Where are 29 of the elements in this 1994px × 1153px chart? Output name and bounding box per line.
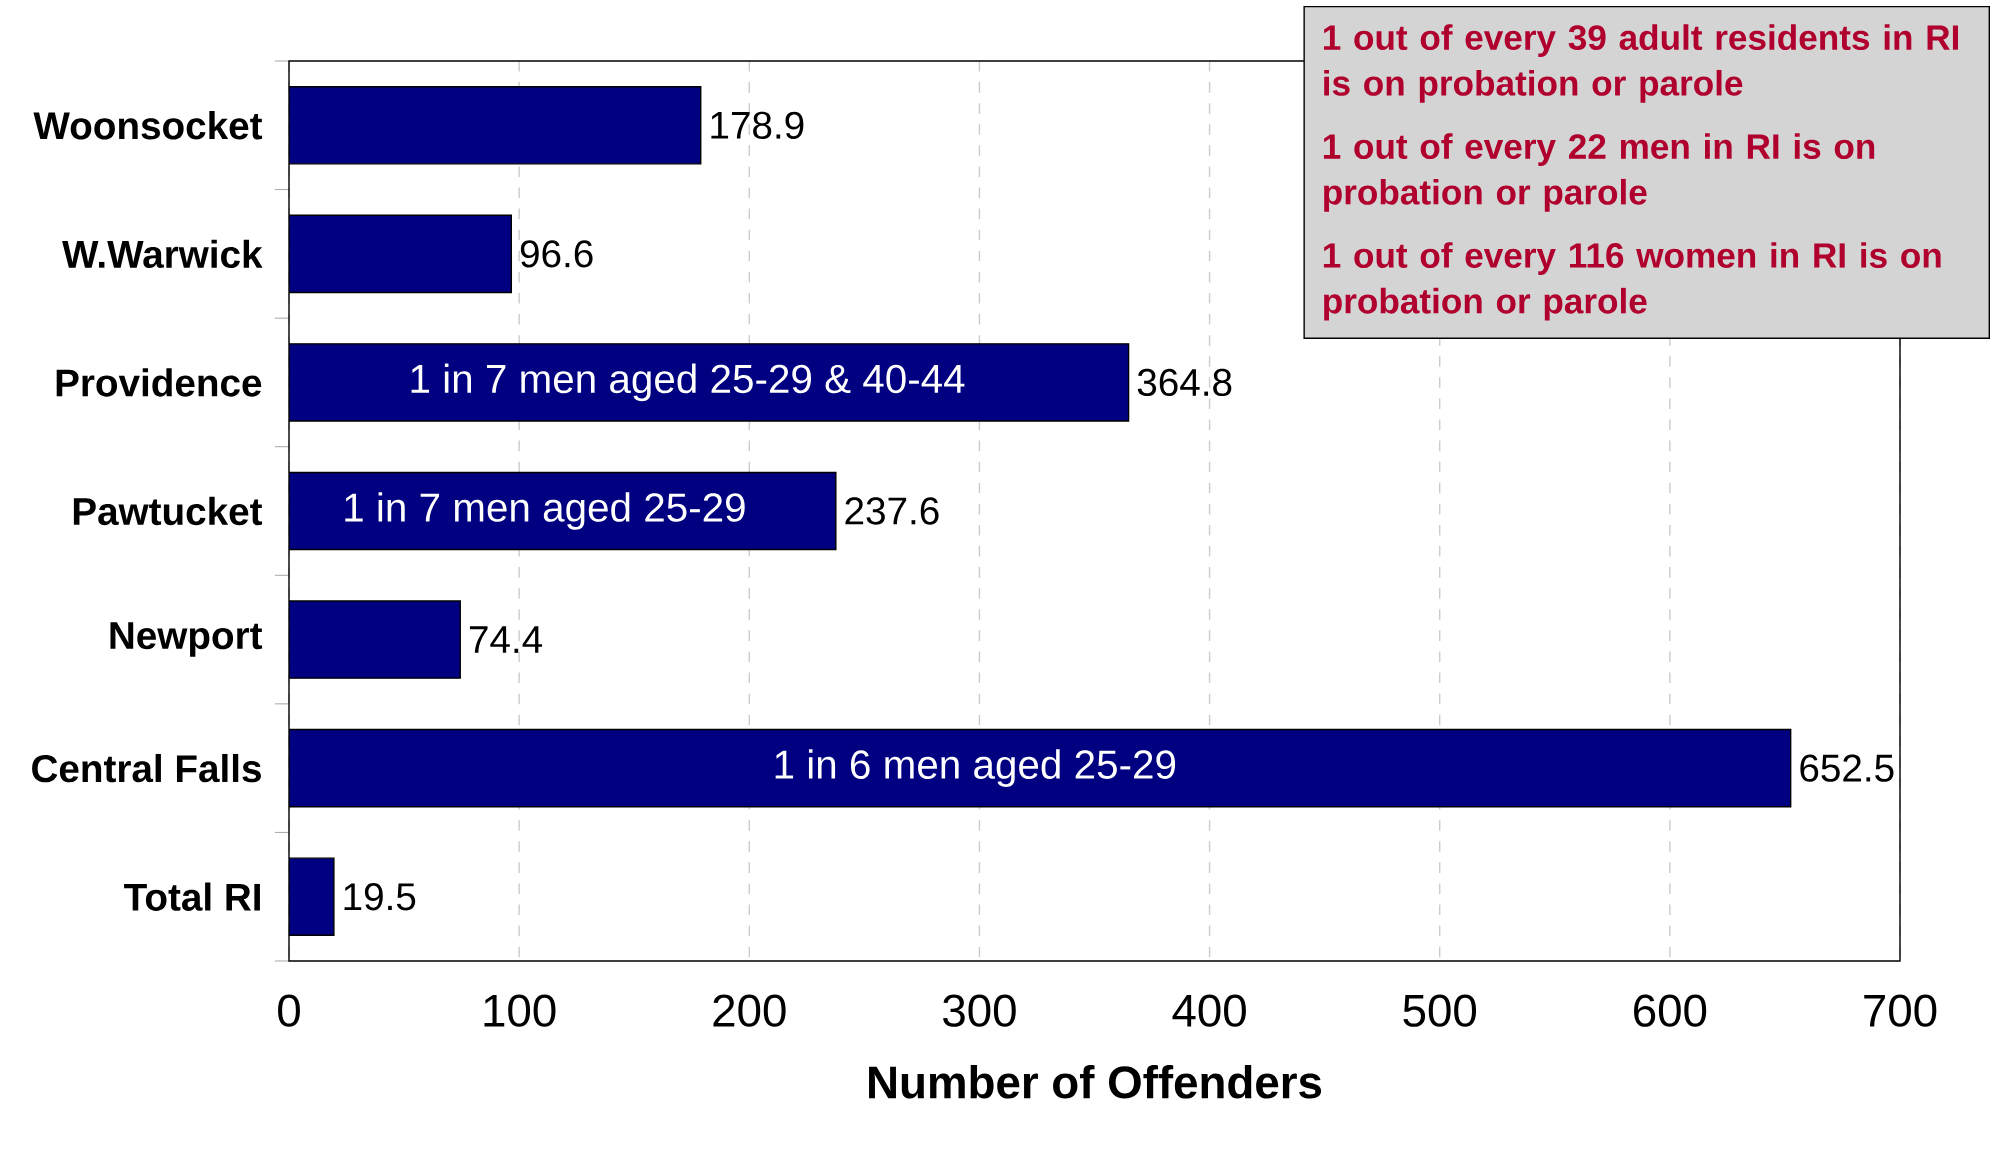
- x-axis-title: Number of Offenders: [869, 1065, 1322, 1099]
- x-tick-label: 300: [943, 994, 1016, 1027]
- data-label: 74.4: [469, 626, 543, 653]
- data-label: 364.8: [1137, 368, 1232, 397]
- annotation: 1 out of every 39 adult residents in RI is on probation or parole: [1323, 24, 1958, 103]
- data-label: 652.5: [1800, 754, 1894, 782]
- y-tick-label: Total RI: [124, 882, 260, 911]
- y-tick-label: Newport: [110, 622, 263, 657]
- x-tick-label: 600: [1634, 994, 1707, 1027]
- annotation: 1 out of every 22 men in RI is on probation or parole: [1323, 133, 1875, 212]
- y-tick-label: Woonsocket: [33, 111, 263, 140]
- x-tick-label: 200: [713, 994, 786, 1027]
- data-label: 178.9: [711, 111, 804, 139]
- data-label: 96.6: [520, 240, 593, 268]
- data-label: 237.6: [845, 497, 939, 525]
- y-tick-label: Pawtucket: [73, 496, 263, 526]
- annotation: 1 in 7 men aged 25-29 & 40-44: [411, 363, 965, 402]
- x-tick-label: 100: [484, 994, 556, 1027]
- x-tick-label: 0: [278, 994, 300, 1027]
- x-tick-label: 700: [1864, 994, 1937, 1027]
- data-label: 19.5: [344, 883, 416, 911]
- y-tick-label: Central Falls: [32, 753, 261, 783]
- x-tick-label: 500: [1403, 994, 1477, 1027]
- y-tick-label: Providence: [56, 368, 262, 397]
- x-tick-label: 400: [1172, 994, 1246, 1027]
- annotation: 1 out of every 116 women in RI is on probation or parole: [1323, 242, 1941, 321]
- y-tick-label: W.Warwick: [62, 239, 263, 269]
- annotation: 1 in 6 men aged 25-29: [775, 749, 1176, 787]
- annotation: 1 in 7 men aged 25-29: [345, 492, 745, 530]
